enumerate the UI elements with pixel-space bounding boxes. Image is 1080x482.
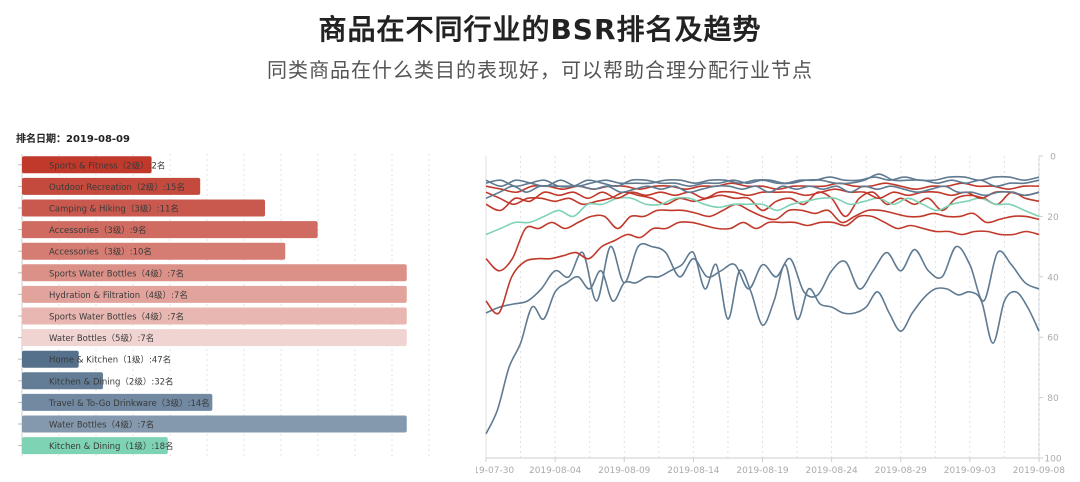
page-subtitle: 同类商品在什么类目的表现好，可以帮助合理分配行业节点: [267, 58, 813, 82]
bar-label: Travel & To-Go Drinkware（3级）:14名: [48, 398, 210, 409]
x-tick-label: 2019-08-19: [736, 466, 789, 476]
series-line[interactable]: [485, 251, 1040, 435]
bar[interactable]: [22, 199, 265, 217]
bar-label: Accessories（3级）:9名: [49, 225, 147, 236]
bsr-bar-chart: Sports & Fitness（2级）:2名 Outdoor Recreatio…: [18, 154, 430, 457]
y-tick-label: 0: [1050, 153, 1056, 163]
page-title: 商品在不同行业的BSR排名及趋势: [318, 13, 762, 46]
y-tick-label: 100: [1044, 455, 1061, 465]
y-tick-label: 20: [1047, 213, 1059, 223]
bar[interactable]: [22, 329, 407, 347]
series-line[interactable]: [485, 196, 1040, 236]
bar-label: Sports Water Bottles（4级）:7名: [49, 268, 184, 279]
bar[interactable]: [22, 437, 168, 455]
series-line[interactable]: [485, 203, 1040, 272]
bar-label: Outdoor Recreation（2级）:15名: [49, 182, 185, 193]
bar[interactable]: [22, 221, 318, 239]
bar-label: Hydration & Filtration（4级）:7名: [49, 290, 188, 301]
x-tick-label: 2019-08-24: [805, 466, 858, 476]
bar[interactable]: [22, 264, 407, 282]
bar[interactable]: [22, 307, 407, 325]
y-tick-label: 40: [1047, 273, 1059, 283]
bar-label: Camping & Hiking（3级）:11名: [49, 204, 179, 215]
bar[interactable]: [22, 372, 103, 390]
bar-label: Water Bottles（4级）:7名: [49, 420, 154, 431]
x-tick-label: 2019-08-04: [529, 466, 582, 476]
bar-label: Kitchen & Dining（2级）:32名: [49, 376, 174, 387]
x-tick-label: 2019-09-03: [944, 466, 996, 476]
bar-label: Sports Water Bottles（4级）:7名: [49, 312, 184, 323]
x-tick-label: 2019-09-08: [1013, 466, 1066, 476]
x-tick-label: 2019-07-30: [476, 466, 514, 476]
series-line[interactable]: [485, 242, 1040, 314]
series-line[interactable]: [485, 214, 1040, 315]
y-tick-label: 60: [1047, 334, 1059, 344]
series-line[interactable]: [485, 188, 1040, 212]
rank-date-label: 排名日期：2019-08-09: [16, 134, 130, 145]
bar[interactable]: [22, 350, 79, 368]
bar[interactable]: [22, 393, 213, 411]
x-tick-label: 2019-08-09: [598, 466, 651, 476]
series-line[interactable]: [485, 191, 1040, 218]
bar[interactable]: [22, 177, 201, 195]
bsr-trend-line-chart: 0 20 40 60 80 100 2019-07-30 2019-08-04 2019-08-…: [476, 153, 1066, 477]
bar[interactable]: [22, 156, 152, 174]
bar-label: Accessories（3级）:10名: [49, 247, 152, 258]
bar-label: Water Bottles（5级）:7名: [49, 333, 154, 344]
x-tick-label: 2019-08-29: [875, 466, 928, 476]
bar-label: Sports & Fitness（2级）:2名: [49, 160, 165, 171]
y-tick-label: 80: [1047, 394, 1059, 404]
bar[interactable]: [22, 415, 407, 433]
bar[interactable]: [22, 242, 286, 260]
x-tick-label: 2019-08-14: [667, 466, 720, 476]
bar-label: Kitchen & Dining（1级）:18名: [49, 441, 174, 452]
bar[interactable]: [22, 285, 407, 303]
series-line[interactable]: [485, 173, 1040, 188]
bar-label: Home & Kitchen（1级）:47名: [49, 355, 171, 366]
